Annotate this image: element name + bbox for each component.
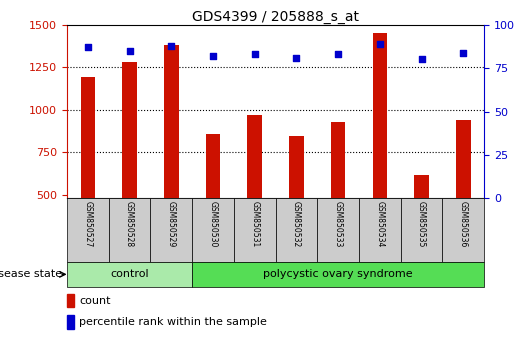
Text: GSM850529: GSM850529 bbox=[167, 201, 176, 248]
Bar bbox=[234, 198, 276, 262]
Bar bbox=[247, 115, 262, 280]
Text: GSM850527: GSM850527 bbox=[83, 201, 92, 248]
Point bbox=[83, 45, 92, 50]
Text: GSM850535: GSM850535 bbox=[417, 201, 426, 248]
Point bbox=[459, 50, 468, 55]
Text: GSM850530: GSM850530 bbox=[209, 201, 217, 248]
Bar bbox=[372, 33, 387, 280]
Text: disease state: disease state bbox=[0, 269, 62, 279]
Bar bbox=[456, 120, 471, 280]
Text: GSM850536: GSM850536 bbox=[459, 201, 468, 248]
Bar bbox=[276, 198, 317, 262]
Bar bbox=[289, 136, 304, 280]
Bar bbox=[205, 133, 220, 280]
Text: GSM850533: GSM850533 bbox=[334, 201, 342, 248]
Bar bbox=[122, 62, 137, 280]
Text: percentile rank within the sample: percentile rank within the sample bbox=[79, 317, 267, 327]
Bar bbox=[150, 198, 192, 262]
Point bbox=[417, 57, 425, 62]
Text: GSM850528: GSM850528 bbox=[125, 201, 134, 247]
Text: count: count bbox=[79, 296, 111, 306]
Bar bbox=[359, 198, 401, 262]
Bar bbox=[109, 198, 150, 262]
Bar bbox=[192, 198, 234, 262]
Point bbox=[126, 48, 134, 53]
Bar bbox=[331, 122, 346, 280]
Point bbox=[334, 51, 342, 57]
Point bbox=[209, 53, 217, 59]
Point bbox=[250, 51, 259, 57]
Bar bbox=[67, 294, 75, 307]
Bar bbox=[442, 198, 484, 262]
Bar bbox=[401, 198, 442, 262]
Text: polycystic ovary syndrome: polycystic ovary syndrome bbox=[263, 269, 413, 279]
Bar bbox=[414, 175, 429, 280]
Point bbox=[167, 43, 175, 48]
Title: GDS4399 / 205888_s_at: GDS4399 / 205888_s_at bbox=[192, 10, 359, 24]
Bar bbox=[67, 198, 109, 262]
Text: GSM850534: GSM850534 bbox=[375, 201, 384, 248]
Bar bbox=[67, 315, 75, 329]
Bar bbox=[192, 262, 484, 287]
Text: GSM850532: GSM850532 bbox=[292, 201, 301, 248]
Text: control: control bbox=[110, 269, 149, 279]
Bar bbox=[317, 198, 359, 262]
Bar bbox=[164, 45, 179, 280]
Point bbox=[293, 55, 301, 61]
Bar bbox=[67, 262, 192, 287]
Text: GSM850531: GSM850531 bbox=[250, 201, 259, 248]
Bar bbox=[80, 77, 95, 280]
Point bbox=[375, 41, 384, 47]
